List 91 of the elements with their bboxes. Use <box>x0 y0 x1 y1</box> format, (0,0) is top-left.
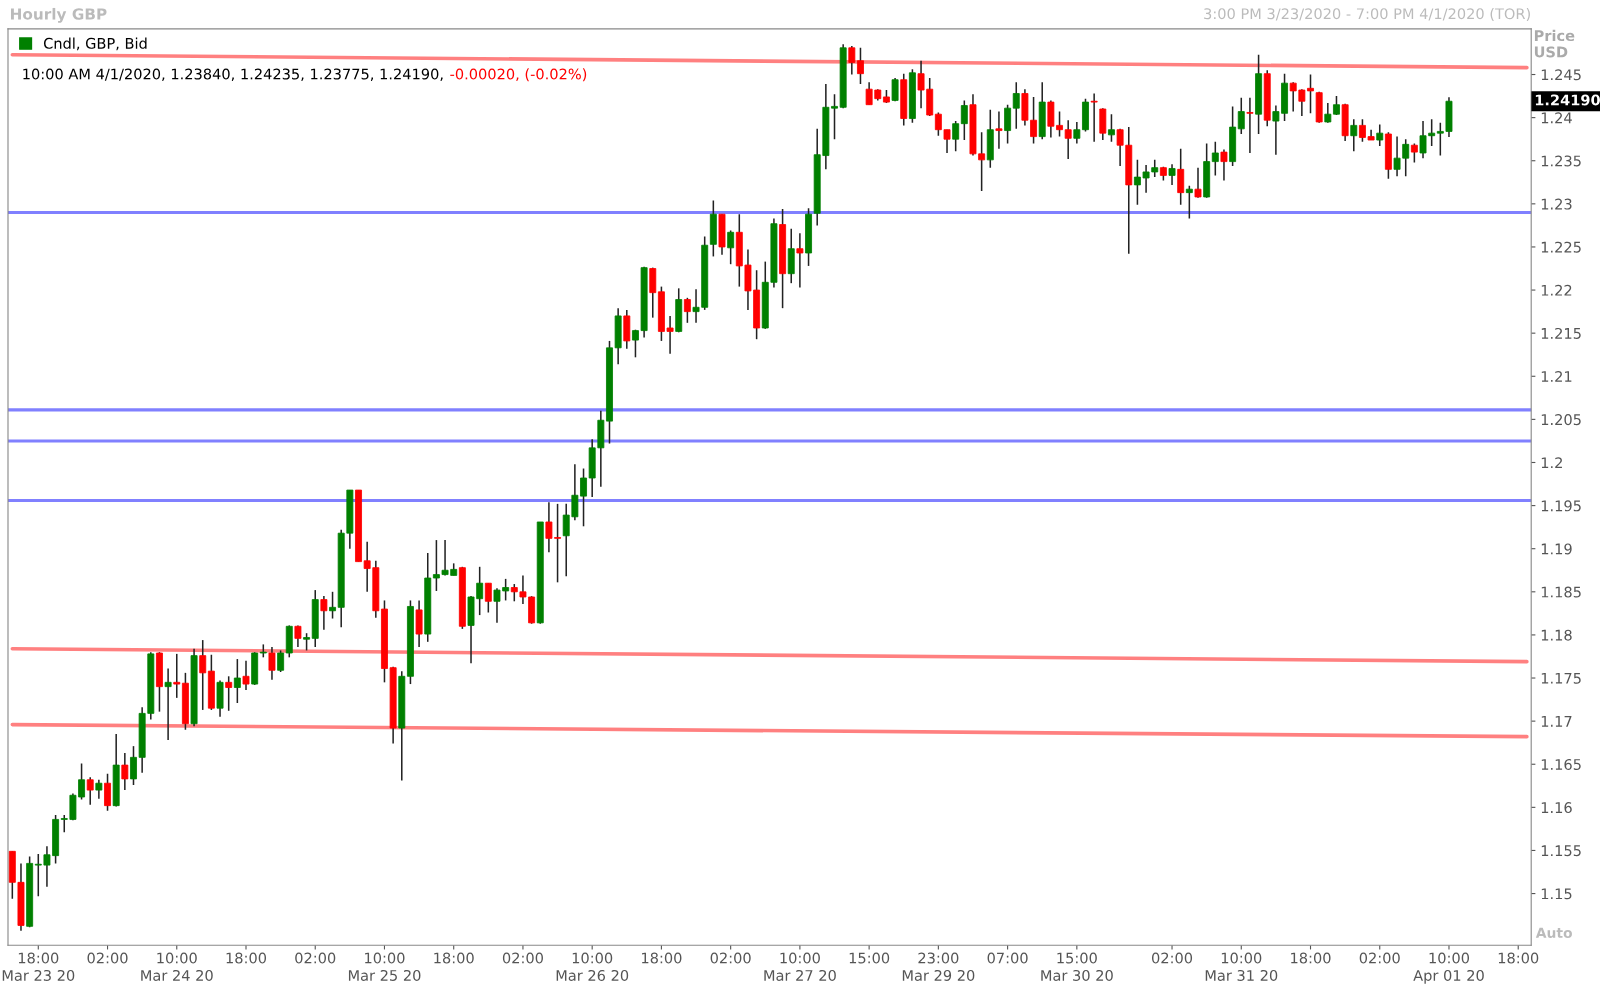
y-tick-label: 1.175 <box>1541 672 1581 684</box>
y-tick-label: 1.15 <box>1541 888 1572 900</box>
x-tick-label: 18:00 <box>226 952 267 964</box>
candlestick <box>1410 142 1418 164</box>
candlestick <box>95 778 103 800</box>
y-tick-label: 1.16 <box>1541 802 1572 814</box>
candlestick <box>121 752 129 791</box>
y-axis-title: Price USD <box>1534 29 1575 58</box>
x-tick-label: 02:00 <box>502 952 543 964</box>
candlestick <box>86 776 94 806</box>
x-tick-label: 18:00 <box>1498 952 1539 964</box>
x-tick-label: 15:00 Mar 30 20 <box>1041 952 1113 981</box>
y-tick-label: 1.245 <box>1541 69 1581 81</box>
candlestick <box>1211 141 1219 177</box>
annotation: 10:00 AM 4/1/2020, 1.23840, 1.24235, 1.23775, 1.24190, <box>23 68 443 82</box>
candlestick <box>104 772 111 812</box>
x-tick-label: 07:00 <box>987 952 1028 964</box>
x-tick-label: 02:00 <box>87 952 128 964</box>
candlestick <box>233 658 241 704</box>
y-tick-label: 1.2 <box>1541 457 1562 469</box>
x-tick-label: 02:00 <box>1359 952 1400 964</box>
y-tick-label: 1.19 <box>1541 543 1572 555</box>
candlestick <box>1237 97 1245 135</box>
x-tick-label: 18:00 Mar 23 20 <box>2 952 75 981</box>
y-tick-label: 1.205 <box>1541 414 1581 426</box>
x-tick-label: 23:00 Mar 29 20 <box>902 952 975 981</box>
y-tick-label: 1.165 <box>1541 758 1581 770</box>
candlestick <box>796 232 804 289</box>
candlestick <box>1004 103 1012 145</box>
x-tick-label: 18:00 <box>642 952 682 964</box>
y-tick-label: 1.215 <box>1541 327 1581 339</box>
candlestick <box>683 297 691 324</box>
x-tick-label: 15:00 <box>849 952 890 964</box>
text: Auto <box>1535 927 1572 939</box>
candlestick <box>727 229 735 265</box>
candlestick <box>1177 147 1185 206</box>
y-tick-label: 1.18 <box>1541 629 1572 641</box>
candlestick <box>857 47 864 85</box>
candlestick <box>294 624 302 648</box>
y-tick-label: 1.235 <box>1541 155 1581 167</box>
candlestick <box>277 649 285 673</box>
candlestick <box>952 120 960 153</box>
annotation: -0.00020, (-0.02%) <box>450 68 587 82</box>
candlestick <box>1012 81 1020 130</box>
y-tick-label: 1.22 <box>1541 284 1572 296</box>
candlestick <box>848 45 856 76</box>
y-tick-label: 1.225 <box>1541 241 1581 253</box>
x-tick-label: 10:00 Mar 26 20 <box>556 952 629 981</box>
candlestick <box>164 667 172 741</box>
y-tick-label: 1.17 <box>1541 716 1572 727</box>
x-tick-label: 18:00 <box>434 952 474 964</box>
candlestick <box>1324 102 1332 124</box>
y-tick-label: 1.21 <box>1541 370 1572 382</box>
candlestick <box>995 110 1003 150</box>
x-tick-label: 02:00 <box>1151 952 1193 964</box>
candlestick <box>242 660 250 691</box>
candlestick <box>484 582 492 614</box>
candlestick <box>1090 92 1098 143</box>
y-tick-label: 1.185 <box>1541 586 1581 598</box>
candlestick <box>225 675 233 712</box>
chart-subtitle: 3:00 PM 3/23/2020 - 7:00 PM 4/1/2020 (TOR) <box>1204 7 1530 21</box>
candlestick <box>1376 123 1384 147</box>
candlestick <box>1168 163 1176 186</box>
x-tick-label: 02:00 <box>710 952 751 964</box>
text: 1.24190 <box>1535 94 1600 106</box>
candlestick <box>1194 166 1202 199</box>
y-tick-label: 1.195 <box>1541 500 1581 512</box>
candlestick <box>329 591 336 620</box>
candlestick <box>268 646 276 681</box>
x-tick-label: 10:00 Mar 25 20 <box>348 952 421 981</box>
candlestick <box>1220 148 1228 182</box>
x-tick-label: 10:00 Apr 01 20 <box>1413 952 1484 984</box>
candlestick <box>199 639 207 711</box>
y-tick-label: 1.23 <box>1541 198 1572 210</box>
candlestick <box>173 653 181 699</box>
x-tick-label: 10:00 Mar 27 20 <box>764 952 836 981</box>
candlestick <box>1246 97 1254 154</box>
candlestick <box>1185 184 1193 220</box>
x-tick-label: 10:00 Mar 24 20 <box>141 952 213 981</box>
legend-label: Cndl, GBP, Bid <box>43 37 147 51</box>
chart-title: Hourly GBP <box>11 7 107 23</box>
candlestick <box>1108 113 1115 143</box>
y-tick-label: 1.24 <box>1541 112 1572 124</box>
candlestick <box>1350 118 1358 153</box>
candlestick <box>1064 119 1072 160</box>
x-tick-label: 10:00 Mar 31 20 <box>1205 952 1278 981</box>
x-tick-label: 02:00 <box>295 952 336 964</box>
candlestick <box>960 99 968 141</box>
y-tick-label: 1.155 <box>1541 845 1581 857</box>
x-tick-label: 18:00 <box>1291 952 1331 964</box>
candlestick <box>320 595 328 631</box>
